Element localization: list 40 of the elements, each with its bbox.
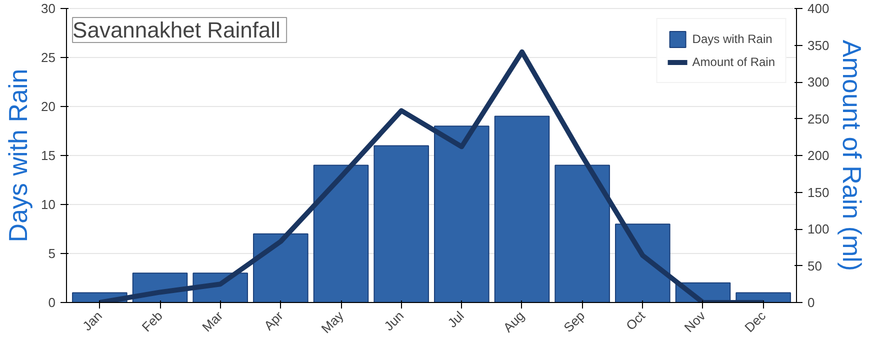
x-tick-label: Mar <box>199 308 226 335</box>
y2-tick-label: 200 <box>808 148 830 163</box>
bar <box>313 164 369 302</box>
legend-label: Amount of Rain <box>692 55 775 69</box>
x-tick-label: Jul <box>444 308 468 331</box>
y2-tick-label: 250 <box>808 111 830 126</box>
y-tick-label: 10 <box>41 197 56 212</box>
x-tick-label: Aug <box>500 308 528 336</box>
bar <box>253 233 308 302</box>
x-tick-label: Jun <box>381 308 407 334</box>
y-tick-label: 20 <box>41 99 56 114</box>
x-tick-label: Dec <box>742 308 769 336</box>
x-tick-label: May <box>318 308 347 336</box>
y2-tick-label: 100 <box>808 222 830 236</box>
legend-label: Days with Rain <box>692 32 772 46</box>
x-tick-label: Feb <box>138 308 166 335</box>
y2-tick-label: 400 <box>808 1 830 16</box>
y2-tick-label: 50 <box>808 258 822 274</box>
chart-title: Savannakhet Rainfall <box>72 18 280 42</box>
bar <box>374 145 429 302</box>
bar <box>494 116 550 302</box>
y2-tick-label: 300 <box>808 74 830 90</box>
y-tick-label: 5 <box>48 246 56 261</box>
x-tick-label: Oct <box>623 308 648 334</box>
x-tick-label: Apr <box>261 308 286 334</box>
y2-tick-label: 150 <box>808 184 830 200</box>
y2-tick-label: 350 <box>808 38 830 53</box>
x-tick-label: Jan <box>80 308 105 334</box>
y-tick-label: 25 <box>41 50 56 65</box>
bar <box>434 126 490 302</box>
y-tick-label: 30 <box>41 1 56 16</box>
x-tick-label: Nov <box>681 308 709 336</box>
x-tick-label: Sep <box>560 308 588 336</box>
y2-axis-title: Amount of Rain (ml) <box>837 40 868 272</box>
y-axis-title: Days with Rain <box>3 68 34 242</box>
y-tick-label: 0 <box>48 295 56 310</box>
bar <box>615 224 670 302</box>
y2-tick-label: 0 <box>808 295 815 310</box>
y-tick-label: 15 <box>41 148 56 163</box>
bar <box>554 164 610 302</box>
